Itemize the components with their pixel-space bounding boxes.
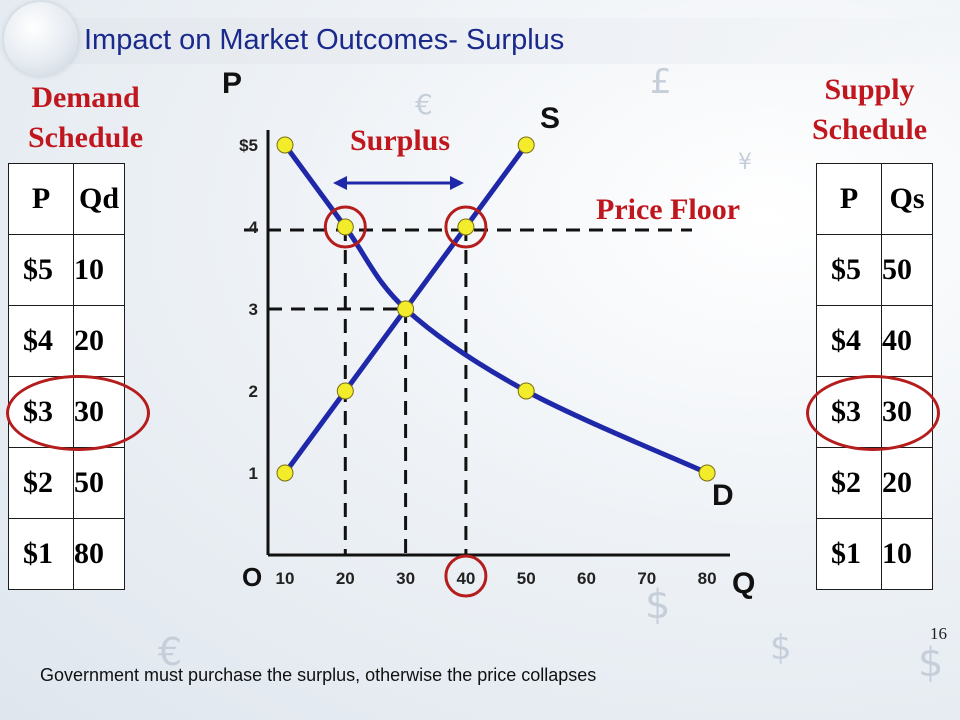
table-row: $1 10 xyxy=(816,518,933,590)
supply-point xyxy=(457,218,475,236)
supply-curve-label: S xyxy=(540,102,560,135)
x-tick-label: 70 xyxy=(637,569,656,588)
title-orb xyxy=(4,2,78,76)
quantity-cell: 10 xyxy=(73,234,125,306)
y-tick-label: 2 xyxy=(249,382,258,401)
table-row: $2 50 xyxy=(8,447,125,519)
quantity-highlight xyxy=(444,554,488,598)
demand-point xyxy=(517,382,535,400)
x-axis-label: Q xyxy=(732,567,755,600)
x-tick-label: 40 xyxy=(456,569,475,588)
supply-point xyxy=(397,300,415,318)
supply-equilibrium-highlight xyxy=(806,375,940,451)
supply-point xyxy=(517,136,535,154)
quantity-cell: 80 xyxy=(73,518,125,590)
decorative-dollar-symbol: $ xyxy=(645,582,671,628)
table-row: $5 50 xyxy=(816,234,933,306)
surplus-label: Surplus xyxy=(350,124,450,157)
demand-curve xyxy=(282,142,710,476)
column-header: P xyxy=(8,163,74,235)
title-bar xyxy=(40,18,960,64)
supply-schedule-heading: Supply Schedule xyxy=(792,70,947,150)
demand-floor-highlight xyxy=(323,205,367,249)
quantity-cell: 10 xyxy=(881,518,933,590)
y-axis-label: P xyxy=(222,67,242,100)
demand-curve-label: D xyxy=(712,479,734,512)
table-row: $4 20 xyxy=(8,305,125,377)
supply-floor-highlight xyxy=(444,205,488,249)
x-tick-label: 10 xyxy=(276,569,295,588)
demand-point xyxy=(336,218,354,236)
price-cell: $4 xyxy=(816,305,882,377)
price-cell: $2 xyxy=(816,447,882,519)
table-row: $1 80 xyxy=(8,518,125,590)
origin-label: O xyxy=(242,562,262,592)
supply-point xyxy=(336,382,354,400)
quantity-cell: 50 xyxy=(881,234,933,306)
demand-point xyxy=(698,464,716,482)
x-tick-label: 50 xyxy=(517,569,536,588)
demand-point xyxy=(276,136,294,154)
surplus-arrowhead-left xyxy=(333,176,347,190)
surplus-arrowhead-right xyxy=(450,176,464,190)
x-tick-label: 80 xyxy=(698,569,717,588)
demand-heading-line1: Demand xyxy=(31,81,140,114)
demand-equilibrium-highlight xyxy=(6,375,150,451)
column-header: Qd xyxy=(73,163,125,235)
price-cell: $4 xyxy=(8,305,74,377)
y-tick-label: 4 xyxy=(249,218,259,237)
table-header-row: P Qd xyxy=(8,163,125,235)
demand-heading-line2: Schedule xyxy=(27,121,144,154)
decorative-euro-symbol: € xyxy=(158,630,183,674)
table-row: $2 20 xyxy=(816,447,933,519)
quantity-cell: 20 xyxy=(881,447,933,519)
price-cell: $1 xyxy=(8,518,74,590)
page-number: 16 xyxy=(930,624,947,643)
decorative-dollar-symbol: $ xyxy=(918,640,944,686)
demand-schedule-heading: Demand Schedule xyxy=(8,78,163,158)
x-tick-label: 60 xyxy=(577,569,596,588)
decorative-yen-symbol: ¥ xyxy=(738,150,752,175)
y-tick-label: 3 xyxy=(249,300,258,319)
y-tick-label: 1 xyxy=(249,464,258,483)
x-tick-label: 30 xyxy=(396,569,415,588)
column-header: Qs xyxy=(881,163,933,235)
table-row: $5 10 xyxy=(8,234,125,306)
supply-heading-line1: Supply xyxy=(824,73,915,106)
decorative-euro-symbol: € xyxy=(415,88,433,121)
footer-note: Government must purchase the surplus, ot… xyxy=(40,665,597,685)
price-floor-label: Price Floor xyxy=(596,193,740,226)
supply-heading-line2: Schedule xyxy=(811,113,928,146)
page-title: Impact on Market Outcomes- Surplus xyxy=(84,24,565,56)
price-cell: $5 xyxy=(816,234,882,306)
table-header-row: P Qs xyxy=(816,163,933,235)
quantity-cell: 20 xyxy=(73,305,125,377)
table-row: $4 40 xyxy=(816,305,933,377)
price-cell: $1 xyxy=(816,518,882,590)
decorative-dollar-symbol: $ xyxy=(770,628,792,668)
decorative-pound-symbol: £ xyxy=(650,62,672,102)
y-tick-label: $5 xyxy=(239,136,258,155)
x-tick-label: 20 xyxy=(336,569,355,588)
quantity-cell: 50 xyxy=(73,447,125,519)
quantity-cell: 40 xyxy=(881,305,933,377)
supply-point xyxy=(276,464,294,482)
